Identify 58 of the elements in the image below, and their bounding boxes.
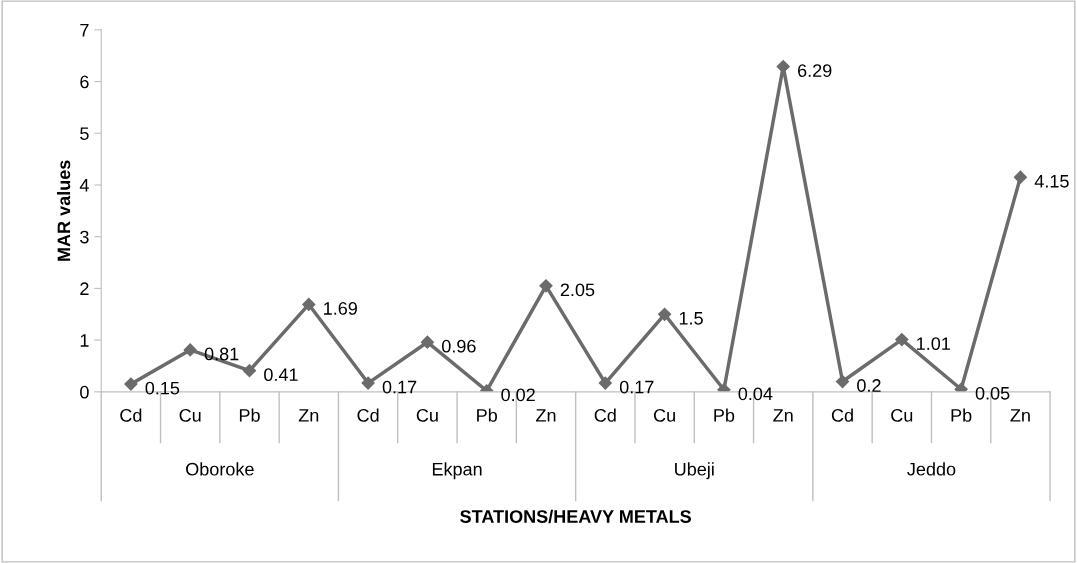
point	[539, 279, 553, 293]
data-label: 1.69	[324, 302, 357, 315]
x-tick-label: Zn	[536, 409, 556, 422]
point	[598, 376, 612, 390]
y-tick-label: 6	[80, 75, 89, 89]
x-tick-label: Cd	[357, 408, 379, 422]
data-label: 1.01	[917, 337, 950, 351]
text: Oboroke	[186, 462, 254, 476]
y-tick-label: 1	[80, 334, 89, 347]
data-label: 0.2	[857, 379, 881, 392]
y-tick-label: 0	[80, 385, 89, 399]
text: Ubeji	[675, 462, 714, 480]
x-tick-label: Cd	[831, 408, 853, 422]
text: Jeddo	[907, 462, 956, 476]
data-label: 0.02	[501, 388, 535, 402]
y-tick-label: 2	[80, 282, 89, 295]
data-label: 0.96	[441, 339, 476, 353]
data-label: 2.05	[560, 283, 595, 297]
text: Ekpan	[432, 462, 482, 480]
data-label: 4.15	[1034, 175, 1069, 188]
point	[835, 374, 850, 389]
x-tick-label: Zn	[773, 409, 793, 422]
point	[361, 376, 375, 390]
x-tick-label: Cu	[891, 408, 913, 422]
y-axis-title: MAR values	[57, 160, 71, 261]
x-tick-label: Pb	[714, 408, 735, 422]
x-tick-label: Cu	[416, 408, 438, 422]
data-label: 0.15	[145, 381, 180, 395]
x-tick-label: Cd	[120, 408, 142, 422]
point	[302, 297, 316, 312]
y-tick-label: 5	[80, 127, 89, 140]
point	[183, 343, 197, 357]
x-tick-label: Cu	[653, 408, 675, 422]
x-axis-title: STATIONS/HEAVY METALS	[460, 509, 691, 524]
data-label: 0.17	[382, 380, 417, 394]
data-label: 1.5	[679, 312, 703, 325]
y-tick-label: 3	[80, 230, 89, 244]
x-tick-label: Pb	[477, 408, 497, 422]
y-tick-label: 7	[80, 23, 89, 37]
point	[420, 335, 434, 349]
x-tick-label: Cu	[179, 408, 201, 422]
point	[1013, 170, 1028, 184]
point	[658, 307, 672, 321]
data-label: 0.04	[738, 387, 773, 401]
y-tick-label: 4	[79, 179, 89, 192]
x-tick-label: Cd	[594, 408, 616, 422]
point	[242, 364, 257, 378]
x-tick-label: Pb	[239, 408, 260, 422]
x-tick-label: Zn	[298, 409, 319, 422]
x-tick-label: Pb	[951, 408, 972, 422]
data-label: 0.41	[264, 368, 298, 382]
data-label: 0.05	[975, 386, 1010, 400]
point	[895, 333, 909, 347]
data-label: 0.17	[619, 380, 654, 394]
data-label: 0.81	[204, 347, 239, 361]
data-label: 6.29	[798, 64, 832, 77]
x-tick-label: Zn	[1010, 409, 1030, 422]
point	[124, 377, 138, 391]
